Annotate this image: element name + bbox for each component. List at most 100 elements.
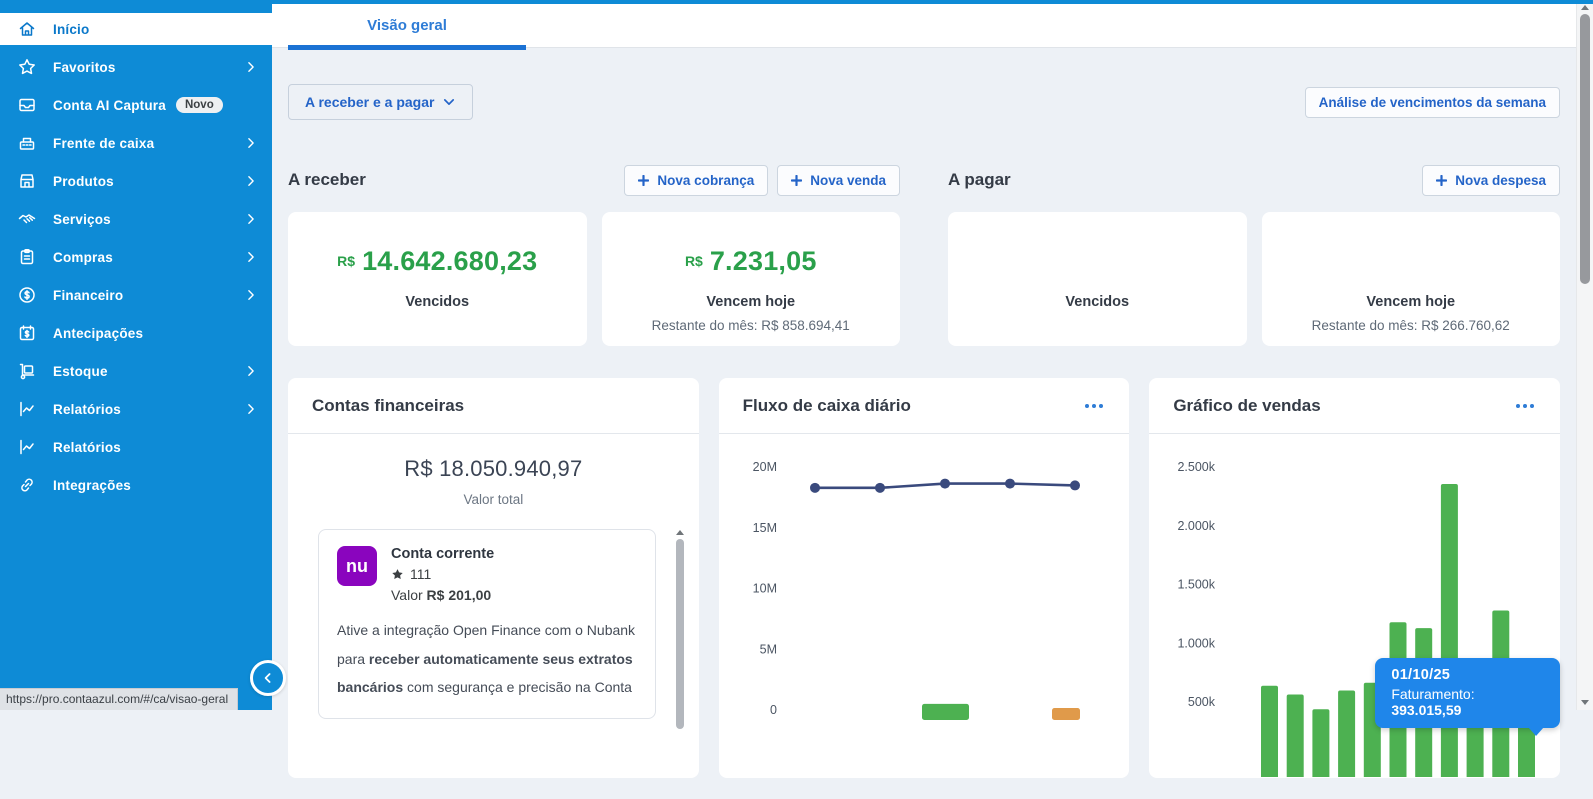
sidebar-item-estoque[interactable]: Estoque	[0, 355, 272, 387]
amount-value: 7.231,05	[709, 245, 817, 276]
payables-section: A pagar Nova despesa Vencidos	[948, 164, 1560, 346]
sidebar-item-label: Produtos	[53, 173, 114, 189]
account-rating: 111	[391, 566, 494, 582]
account-balance-value: R$ 201,00	[426, 587, 492, 603]
chevron-right-icon	[244, 402, 258, 416]
browser-status-url: https://pro.contaazul.com/#/ca/visao-ger…	[0, 688, 239, 710]
scrollbar-thumb	[675, 539, 684, 729]
chevron-right-icon	[244, 364, 258, 378]
sidebar-item-financeiro[interactable]: Financeiro	[0, 279, 272, 311]
sales-chart-widget: Gráfico de vendas 2.500k 2.000k 1.500k 1.00…	[1149, 378, 1560, 778]
payables-actions: Nova despesa	[1422, 164, 1560, 196]
novo-badge: Novo	[175, 97, 223, 113]
scrollbar-thumb	[1580, 14, 1590, 284]
svg-text:15M: 15M	[752, 521, 776, 535]
sidebar: Início Favoritos Conta AI Captura Novo F…	[0, 0, 272, 710]
link-icon	[16, 474, 38, 496]
account-balance-prefix: Valor	[391, 587, 423, 603]
open-finance-note: Ative a integração Open Finance com o Nu…	[337, 622, 636, 696]
amount-value: 14.642.680,23	[362, 245, 538, 276]
account-header: nu Conta corrente 111 Valor R$ 201,00	[337, 546, 637, 603]
receivables-overdue-card[interactable]: R$ 14.642.680,23 Vencidos	[288, 212, 587, 346]
sidebar-item-label: Antecipações	[53, 325, 144, 341]
tab-visao-geral[interactable]: Visão geral	[367, 17, 447, 34]
sidebar-item-relatorios[interactable]: Relatórios	[0, 393, 272, 425]
sidebar-item-label: Estoque	[53, 363, 108, 379]
overdue-amount: R$ 14.642.680,23	[288, 238, 587, 284]
sidebar-item-label: Frente de caixa	[53, 135, 155, 151]
payables-overdue-card[interactable]: Vencidos	[948, 212, 1247, 346]
active-tab-underline	[288, 45, 526, 50]
tooltip-value: 393.015,59	[1391, 702, 1462, 718]
svg-text:1.500k: 1.500k	[1178, 578, 1216, 592]
chevron-right-icon	[244, 212, 258, 226]
payables-due-today-card[interactable]: Vencem hoje Restante do mês: R$ 266.760,…	[1261, 212, 1560, 346]
sidebar-item-favoritos[interactable]: Favoritos	[0, 51, 272, 83]
widgets-row: Contas financeiras R$ 18.050.940,97 Valo…	[288, 378, 1560, 778]
payables-cards: Vencidos Vencem hoje Restante do mês: R$…	[948, 212, 1560, 346]
more-options-icon[interactable]	[1083, 400, 1105, 412]
accounts-list-scrollbar[interactable]	[675, 530, 685, 729]
week-analysis-label: Análise de vencimentos da semana	[1318, 94, 1546, 110]
accounts-total-value: R$ 18.050.940,97	[404, 456, 583, 481]
receivables-actions: Nova cobrança Nova venda	[624, 164, 900, 196]
currency-symbol: R$	[684, 253, 703, 269]
svg-text:1.000k: 1.000k	[1178, 636, 1216, 650]
new-expense-label: Nova despesa	[1455, 172, 1546, 188]
sidebar-collapse-button[interactable]	[250, 660, 286, 696]
sidebar-item-integracoes[interactable]: Integrações	[0, 469, 272, 501]
account-name: Conta corrente	[391, 546, 495, 562]
sidebar-item-label: Financeiro	[53, 287, 124, 303]
financial-accounts-header: Contas financeiras	[288, 378, 699, 434]
sidebar-item-label: Relatórios	[53, 439, 122, 455]
sidebar-item-conta-ai-captura[interactable]: Conta AI Captura Novo	[0, 89, 272, 121]
card-sublabel: Restante do mês: R$ 858.694,41	[651, 318, 850, 333]
account-info: Conta corrente 111 Valor R$ 201,00	[391, 546, 494, 603]
page-scrollbar[interactable]	[1576, 0, 1593, 710]
new-charge-button[interactable]: Nova cobrança	[624, 164, 769, 196]
scroll-up-arrow-icon	[1581, 5, 1589, 10]
sales-chart-header: Gráfico de vendas	[1149, 378, 1560, 434]
new-expense-button[interactable]: Nova despesa	[1422, 164, 1560, 196]
daily-cashflow-body: 20M 15M 10M 5M 0	[719, 434, 1130, 777]
nubank-account-card[interactable]: nu Conta corrente 111 Valor R$ 201,00	[318, 529, 656, 720]
accounts-total-label: Valor total	[463, 492, 524, 507]
sidebar-item-relatorios-2[interactable]: Relatórios	[0, 431, 272, 463]
plus-icon	[1436, 174, 1448, 186]
chevron-right-icon	[244, 174, 258, 188]
sidebar-item-compras[interactable]: Compras	[0, 241, 272, 273]
new-sale-label: Nova venda	[810, 172, 886, 188]
toolbar: A receber e a pagar Análise de venciment…	[288, 84, 1560, 120]
sidebar-item-inicio[interactable]: Início	[0, 13, 272, 45]
financial-accounts-body: R$ 18.050.940,97 Valor total nu Conta co…	[288, 456, 699, 799]
sidebar-item-frente-de-caixa[interactable]: Frente de caixa	[0, 127, 272, 159]
sidebar-item-antecipacoes[interactable]: Antecipações	[0, 317, 272, 349]
currency-symbol: R$	[337, 253, 356, 269]
scope-selector-button[interactable]: A receber e a pagar	[288, 84, 474, 120]
sales-chart-body: 2.500k 2.000k 1.500k 1.000k 500k 01/10/25 Fa…	[1149, 434, 1560, 777]
chevron-right-icon	[244, 136, 258, 150]
line-chart-icon	[16, 436, 38, 458]
sidebar-item-produtos[interactable]: Produtos	[0, 165, 272, 197]
chevron-right-icon	[244, 60, 258, 74]
week-analysis-button[interactable]: Análise de vencimentos da semana	[1304, 86, 1560, 118]
star-icon	[16, 56, 38, 78]
more-options-icon[interactable]	[1514, 400, 1536, 412]
receivables-due-today-card[interactable]: R$ 7.231,05 Vencem hoje Restante do mês:…	[601, 212, 900, 346]
svg-text:2.500k: 2.500k	[1178, 460, 1216, 474]
store-icon	[16, 170, 38, 192]
receivables-title: A receber	[288, 170, 366, 189]
sidebar-item-label: Integrações	[53, 477, 131, 493]
handshake-icon	[16, 208, 38, 230]
cash-register-icon	[16, 132, 38, 154]
sidebar-item-label: Conta AI Captura	[53, 97, 166, 113]
plus-icon	[791, 174, 803, 186]
new-sale-button[interactable]: Nova venda	[777, 164, 900, 196]
sidebar-item-servicos[interactable]: Serviços	[0, 203, 272, 235]
plus-icon	[638, 174, 650, 186]
main-content: Visão geral A receber e a pagar Análise …	[272, 4, 1576, 778]
svg-text:10M: 10M	[752, 582, 776, 596]
svg-text:5M: 5M	[759, 642, 776, 656]
tooltip-arrow	[1527, 727, 1544, 736]
chart-tooltip: 01/10/25 Faturamento: 393.015,59	[1375, 658, 1560, 736]
